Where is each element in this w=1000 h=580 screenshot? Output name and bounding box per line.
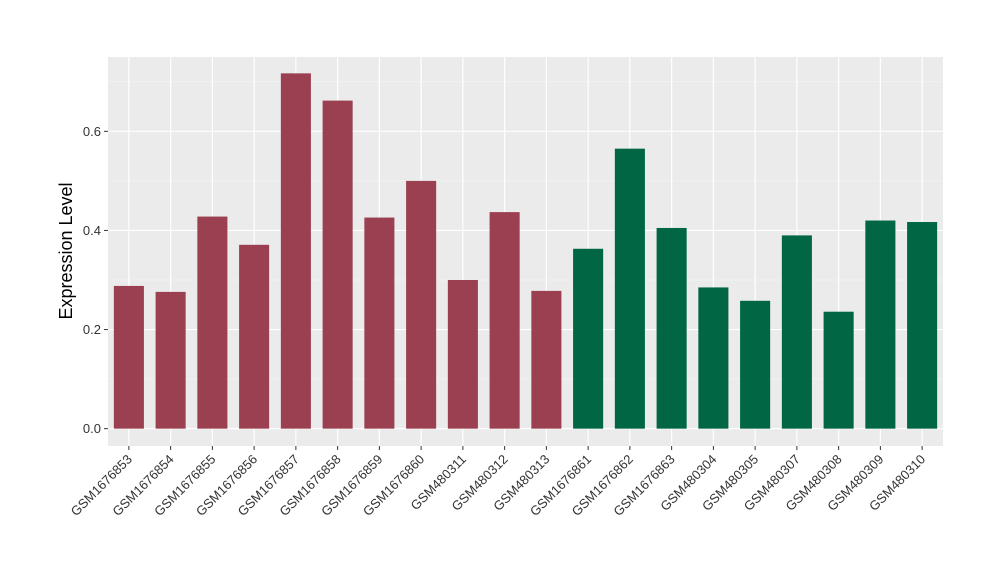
bar-GSM1676860	[406, 180, 437, 429]
bar-GSM1676861	[573, 248, 604, 429]
bar-GSM480304	[698, 287, 729, 429]
bar-GSM1676858	[322, 100, 353, 429]
bar-GSM480305	[740, 300, 771, 429]
y-axis-title: Expression Level	[56, 182, 76, 319]
plot-panel	[108, 57, 943, 446]
bar-GSM480311	[447, 279, 478, 429]
bar-GSM1676862	[614, 148, 645, 429]
bar-GSM480312	[489, 212, 520, 429]
y-tick-label: 0.2	[83, 322, 101, 337]
y-tick-label: 0.6	[83, 124, 101, 139]
bar-GSM1676856	[239, 244, 270, 429]
bar-GSM1676857	[280, 73, 311, 429]
bar-GSM1676853	[113, 285, 144, 429]
bar-GSM1676859	[364, 217, 395, 429]
y-tick-label: 0.4	[83, 223, 101, 238]
bar-GSM480310	[907, 222, 938, 429]
bar-GSM1676855	[197, 216, 228, 429]
bar-GSM480309	[865, 220, 896, 429]
bar-GSM480308	[823, 311, 854, 429]
bars	[113, 73, 938, 429]
bar-GSM480313	[531, 290, 562, 429]
bar-GSM480307	[781, 235, 812, 429]
bar-GSM1676854	[155, 291, 186, 429]
x-axis-ticks: GSM1676853GSM1676854GSM1676855GSM1676856…	[68, 446, 928, 519]
y-tick-label: 0.0	[83, 421, 101, 436]
bar-GSM1676863	[656, 227, 687, 429]
y-axis-ticks: 0.0 0.2 0.4 0.6	[83, 124, 108, 436]
